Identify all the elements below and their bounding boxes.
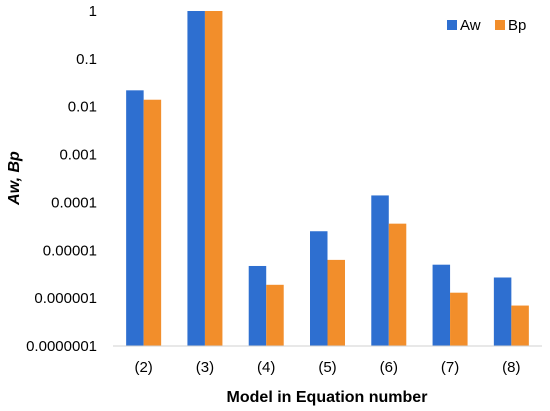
legend-swatch-bp [495, 20, 505, 30]
x-category-label: (5) [318, 359, 336, 376]
bar-bp [388, 223, 407, 346]
bar-aw [371, 195, 389, 346]
x-category-label: (8) [502, 359, 520, 376]
y-tick-label: 0.1 [76, 51, 97, 68]
bar-aw [493, 277, 512, 346]
x-category-label: (7) [441, 359, 459, 376]
bar-bp [450, 292, 468, 346]
x-axis-title: Model in Equation number [227, 389, 428, 406]
x-category-labels: (2) (3) (4) (5) (6) (7) (8) [134, 359, 520, 376]
y-tick-labels: 1 0.1 0.01 0.001 0.0001 0.00001 0.000001 0.0000… [26, 3, 97, 355]
bar-bp [266, 284, 284, 346]
bar-aw [310, 231, 328, 346]
x-category-label: (2) [134, 359, 152, 376]
bar-bp [204, 11, 223, 346]
y-tick-label: 0.000001 [34, 290, 97, 307]
bars [126, 11, 529, 347]
x-category-label: (3) [196, 359, 214, 376]
x-category-label: (6) [380, 359, 398, 376]
y-axis-title: Aw, Bp [6, 151, 23, 206]
legend-swatch-aw [447, 20, 457, 30]
legend: Aw Bp [447, 17, 526, 34]
y-tick-label: 0.001 [59, 147, 97, 164]
bar-aw [432, 264, 451, 346]
legend-label-bp: Bp [508, 17, 526, 34]
y-tick-label: 0.0001 [51, 194, 97, 211]
bar-bp [327, 259, 345, 346]
y-tick-label: 0.0000001 [26, 338, 97, 355]
y-tick-label: 0.00001 [43, 242, 97, 259]
bar-aw [126, 90, 144, 347]
bar-aw [187, 11, 205, 346]
y-tick-label: 1 [89, 3, 97, 20]
bar-aw [248, 265, 267, 346]
x-category-label: (4) [257, 359, 275, 376]
y-tick-label: 0.01 [68, 99, 97, 116]
bar-bp [511, 305, 529, 346]
bar-bp [143, 99, 162, 347]
legend-label-aw: Aw [460, 17, 481, 34]
